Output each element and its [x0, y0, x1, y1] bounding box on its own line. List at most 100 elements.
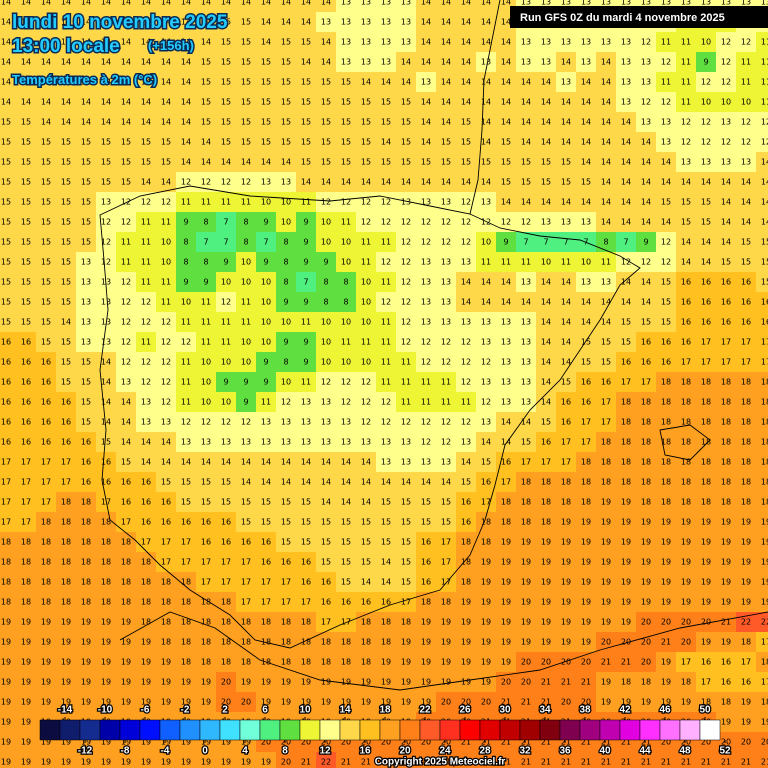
temperature-value: 7: [303, 278, 308, 287]
temperature-value: 17: [1, 498, 11, 507]
temperature-cell: [0, 532, 16, 552]
temperature-value: 19: [601, 598, 611, 607]
temperature-value: 19: [441, 678, 451, 687]
temperature-cell: [396, 212, 416, 232]
temperature-value: 18: [721, 378, 731, 387]
temperature-value: 12: [641, 258, 651, 267]
temperature-cell: [516, 92, 536, 112]
temperature-value: 12: [241, 178, 251, 187]
temperature-value: 11: [201, 198, 211, 207]
temperature-cell: [36, 372, 56, 392]
temperature-cell: [116, 692, 136, 712]
temperature-value: 15: [401, 498, 411, 507]
temperature-value: 20: [521, 658, 531, 667]
temperature-cell: [176, 0, 196, 12]
temperature-value: 18: [201, 658, 211, 667]
temperature-cell: [156, 692, 176, 712]
temperature-cell: [16, 172, 36, 192]
temperature-cell: [236, 352, 256, 372]
temperature-cell: [0, 492, 16, 512]
temperature-value: 20: [481, 698, 491, 707]
temperature-value: 15: [321, 138, 331, 147]
temperature-value: 12: [181, 178, 191, 187]
temperature-value: 14: [621, 278, 631, 287]
temperature-value: 14: [301, 178, 311, 187]
temperature-value: 19: [41, 678, 51, 687]
temperature-value: 15: [681, 218, 691, 227]
temperature-value: 14: [141, 118, 151, 127]
temperature-value: 14: [521, 298, 531, 307]
temperature-value: 14: [461, 78, 471, 87]
temperature-cell: [456, 652, 476, 672]
colorbar-swatch: [219, 719, 241, 741]
temperature-cell: [716, 512, 736, 532]
temperature-value: 10: [321, 238, 331, 247]
temperature-value: 14: [641, 138, 651, 147]
temperature-value: 18: [581, 478, 591, 487]
temperature-cell: [336, 132, 356, 152]
temperature-value: 15: [601, 338, 611, 347]
temperature-cell: [576, 592, 596, 612]
temperature-value: 18: [661, 498, 671, 507]
temperature-cell: [236, 652, 256, 672]
temperature-cell: [696, 92, 716, 112]
temperature-cell: [676, 452, 696, 472]
temperature-cell: [516, 372, 536, 392]
temperature-cell: [136, 472, 156, 492]
temperature-value: 19: [521, 618, 531, 627]
temperature-value: 14: [321, 58, 331, 67]
temperature-value: 14: [21, 58, 31, 67]
temperature-value: 14: [361, 458, 371, 467]
temperature-value: 17: [181, 538, 191, 547]
temperature-cell: [76, 392, 96, 412]
temperature-cell: [696, 152, 716, 172]
temperature-cell: [0, 232, 16, 252]
temperature-value: 15: [321, 558, 331, 567]
temperature-value: 13: [181, 438, 191, 447]
temperature-value: 13: [321, 18, 331, 27]
temperature-value: 17: [201, 578, 211, 587]
temperature-value: 14: [1, 38, 11, 47]
temperature-cell: [476, 212, 496, 232]
temperature-cell: [236, 412, 256, 432]
temperature-cell: [156, 252, 176, 272]
temperature-value: 12: [461, 198, 471, 207]
temperature-value: 18: [601, 478, 611, 487]
temperature-value: 19: [21, 618, 31, 627]
temperature-value: 18: [761, 458, 768, 467]
temperature-cell: [256, 212, 276, 232]
colorbar-swatch: [119, 719, 141, 741]
colorbar-swatch: [639, 719, 661, 741]
temperature-value: 16: [541, 438, 551, 447]
temperature-cell: [576, 32, 596, 52]
temperature-value: 14: [61, 98, 71, 107]
temperature-value: 12: [461, 218, 471, 227]
temperature-cell: [716, 212, 736, 232]
temperature-cell: [376, 592, 396, 612]
temperature-cell: [216, 32, 236, 52]
temperature-value: 15: [21, 258, 31, 267]
temperature-cell: [496, 72, 516, 92]
temperature-cell: [96, 152, 116, 172]
temperature-value: 17: [681, 358, 691, 367]
temperature-value: 11: [561, 258, 571, 267]
temperature-value: 15: [281, 58, 291, 67]
temperature-cell: [536, 392, 556, 412]
temperature-cell: [256, 92, 276, 112]
temperature-value: 14: [181, 38, 191, 47]
temperature-cell: [76, 232, 96, 252]
temperature-value: 21: [441, 758, 451, 767]
temperature-value: 18: [701, 698, 711, 707]
temperature-value: 15: [321, 118, 331, 127]
temperature-value: 18: [601, 458, 611, 467]
temperature-value: 19: [661, 578, 671, 587]
temperature-cell: [596, 572, 616, 592]
temperature-value: 20: [681, 638, 691, 647]
temperature-cell: [136, 612, 156, 632]
temperature-value: 18: [441, 598, 451, 607]
temperature-cell: [356, 412, 376, 432]
temperature-value: 21: [521, 758, 531, 767]
temperature-value: 14: [741, 178, 751, 187]
temperature-cell: [136, 292, 156, 312]
temperature-cell: [636, 432, 656, 452]
